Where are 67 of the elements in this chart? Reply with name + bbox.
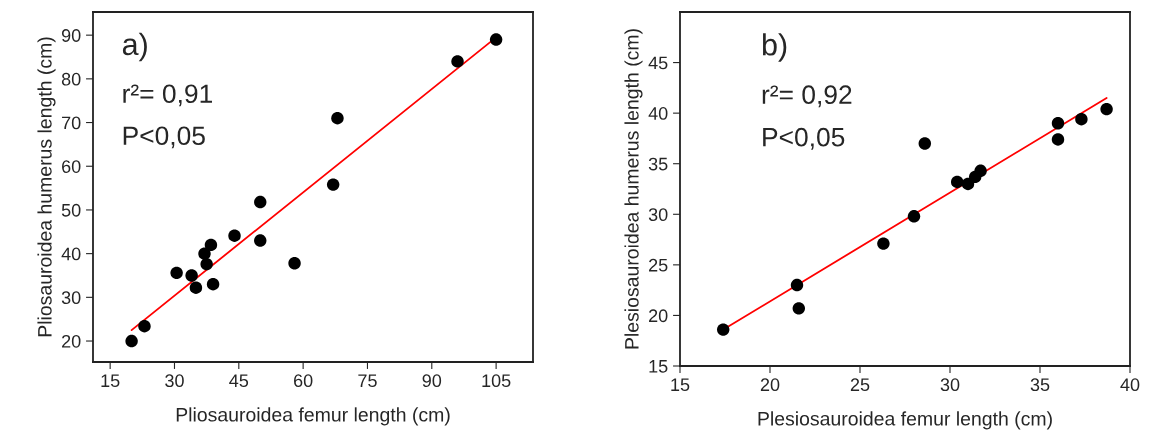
y-tick-label: 40: [648, 107, 668, 120]
y-tick-label: 30: [61, 291, 81, 305]
point: [1051, 117, 1065, 130]
x-tick-label: 45: [229, 374, 249, 388]
point: [790, 278, 804, 292]
point: [961, 177, 975, 191]
y-tick-label: 60: [62, 160, 81, 173]
y-tick-label: 20: [649, 309, 668, 323]
y-tick-label: 25: [649, 258, 668, 272]
x-tick-label: 40: [1120, 378, 1140, 392]
x-tick-label: 30: [940, 378, 960, 392]
point: [907, 210, 921, 223]
point: [200, 257, 213, 271]
y-axis-title: Plesiosauroidea humerus length (cm): [624, 29, 643, 349]
point: [489, 33, 503, 46]
point: [974, 164, 987, 178]
annotation: a): [122, 32, 147, 62]
point: [326, 178, 340, 191]
y-tick-label: 80: [61, 72, 81, 86]
y-tick-label: 15: [649, 360, 668, 373]
point: [170, 266, 183, 280]
point: [125, 334, 138, 348]
point: [254, 234, 267, 247]
annotation: r²= 0,92: [762, 85, 852, 108]
point: [138, 319, 151, 333]
point: [877, 237, 890, 250]
point: [204, 238, 218, 252]
point: [288, 257, 301, 270]
point: [206, 278, 220, 291]
point: [451, 55, 464, 68]
x-tick-label: 90: [422, 374, 442, 388]
y-tick-label: 40: [61, 247, 81, 261]
y-tick-label: 90: [61, 29, 81, 42]
annotation: r²= 0,91: [123, 84, 212, 107]
x-tick-label: 60: [294, 374, 313, 388]
y-tick-label: 50: [61, 203, 81, 217]
x-tick-label: 75: [358, 374, 377, 388]
annotation: P<0,05: [763, 127, 845, 150]
point: [1051, 133, 1065, 146]
x-tick-label: 35: [1030, 378, 1050, 392]
point: [228, 229, 241, 242]
point: [1075, 113, 1088, 126]
y-tick-label: 35: [648, 157, 668, 171]
point: [918, 137, 932, 150]
point: [792, 302, 806, 315]
annotation: b): [762, 33, 787, 62]
y-tick-label: 20: [62, 334, 81, 348]
y-axis-title: Pliosauroidea humerus length (cm): [37, 37, 56, 337]
x-tick-label: 20: [760, 378, 780, 392]
point: [331, 111, 344, 125]
point: [716, 323, 730, 336]
x-tick-label: 105: [482, 374, 511, 388]
annotation: P<0,05: [123, 126, 205, 149]
y-tick-label: 45: [648, 56, 668, 70]
x-axis-title: Plesiosauroidea femur length (cm): [758, 411, 1052, 430]
point: [185, 269, 198, 282]
y-tick-label: 70: [62, 116, 81, 130]
x-tick-label: 15: [671, 378, 690, 392]
x-tick-label: 30: [165, 374, 184, 388]
x-tick-label: 15: [101, 374, 120, 388]
x-tick-label: 25: [850, 378, 870, 392]
point: [189, 281, 203, 294]
point: [950, 175, 964, 189]
point: [254, 195, 267, 209]
point: [1100, 102, 1113, 116]
y-tick-label: 30: [648, 208, 668, 222]
x-axis-title: Pliosauroidea femur length (cm): [176, 407, 450, 426]
